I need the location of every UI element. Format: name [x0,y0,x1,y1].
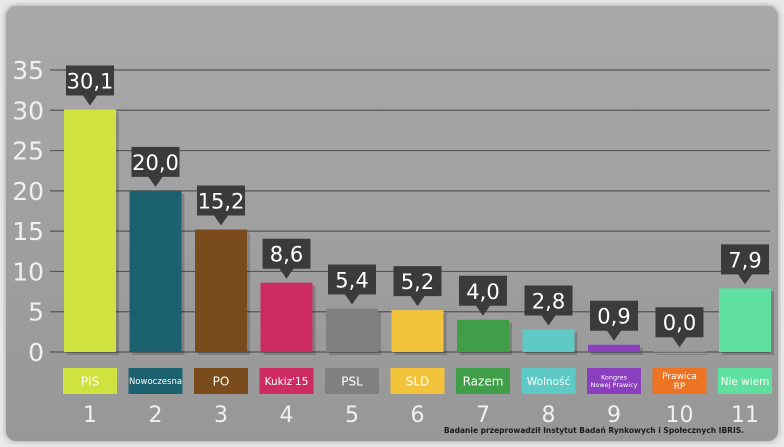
value-label: 0,9 [597,305,630,329]
source-footnote: Badanie przeprowadził Instytut Badań Ryn… [443,426,744,435]
value-callout [393,266,442,307]
category-label-line: Nowej Prawicy [590,381,637,389]
category-label: Wolność [527,376,571,388]
bar [719,288,771,352]
category-number: 11 [731,403,759,428]
bar [391,310,444,352]
y-tick-label: 25 [12,137,44,166]
category-label: Razem [463,374,504,388]
category-label-box [63,368,117,394]
category-label-line: RP [674,382,686,392]
category-label-box [456,368,510,394]
value-callout [524,285,573,326]
category-number: 1 [83,403,97,428]
y-tick-label: 30 [12,96,44,125]
category-label-box [259,368,314,394]
value-label: 8,6 [270,243,303,267]
chart-frame: 0 5 10 15 20 25 30 35 30,1 PIS 1 20,0 Nowoczesna 2 15,… [6,6,778,441]
y-tick-label: 5 [28,298,44,327]
value-callout [328,264,376,305]
category-label: SLD [406,374,430,388]
bar [653,351,706,352]
category-label: PIS [81,374,99,388]
category-number: 8 [542,403,556,428]
value-callout [197,185,245,226]
value-callout [262,238,311,279]
category-label-line: Kongres [601,373,628,381]
y-tick-label: 15 [12,217,44,246]
bar [326,308,378,352]
value-label: 5,2 [401,270,434,294]
category-number: 4 [280,403,294,428]
value-label: 4,0 [466,280,499,304]
category-label-box [194,368,248,394]
category-number: 5 [345,403,359,428]
bar [457,319,509,352]
value-label: 0,0 [663,311,696,335]
category-label: Kukiz'15 [265,376,309,388]
category-number: 9 [607,403,621,428]
value-label: 20,0 [132,151,179,175]
value-label: 15,2 [198,190,245,214]
bar [129,190,182,352]
category-label-box [587,368,641,394]
value-callout [721,244,769,285]
value-label: 7,9 [728,248,761,272]
y-tick-label: 20 [12,177,44,206]
category-number: 10 [666,403,694,428]
value-label: 30,1 [67,69,114,93]
category-label: Prawica RP [662,372,697,392]
category-label: Nowoczesna [129,377,182,387]
bar-shadow [656,354,709,355]
category-number: 7 [476,403,490,428]
bar [588,344,640,352]
y-tick-label: 0 [28,338,44,367]
category-label: Kongres Nowej Prawicy [590,373,637,388]
value-callout [66,65,114,106]
value-label: 2,8 [532,289,565,313]
category-label-box [390,368,445,394]
category-label: PSL [341,374,363,388]
category-number: 2 [149,403,163,428]
bar [522,329,575,352]
y-tick-label: 10 [12,257,44,286]
category-label: PO [213,374,230,388]
category-label-box [652,368,707,394]
category-number: 3 [214,403,228,428]
y-tick-label: 35 [12,56,44,85]
category-label-box [521,368,576,394]
value-callout [459,275,507,316]
value-callout [590,300,638,341]
bar [260,282,313,352]
category-label-box [325,368,379,394]
bar [195,229,247,352]
value-callout [131,146,180,187]
category-label-box [718,368,772,394]
category-label-line: Prawica [662,372,697,382]
category-number: 6 [411,403,425,428]
value-callout [655,307,704,348]
category-label: Nie wiem [721,376,770,388]
bar [64,109,116,352]
category-label-box [128,368,183,394]
value-label: 5,4 [335,268,368,292]
